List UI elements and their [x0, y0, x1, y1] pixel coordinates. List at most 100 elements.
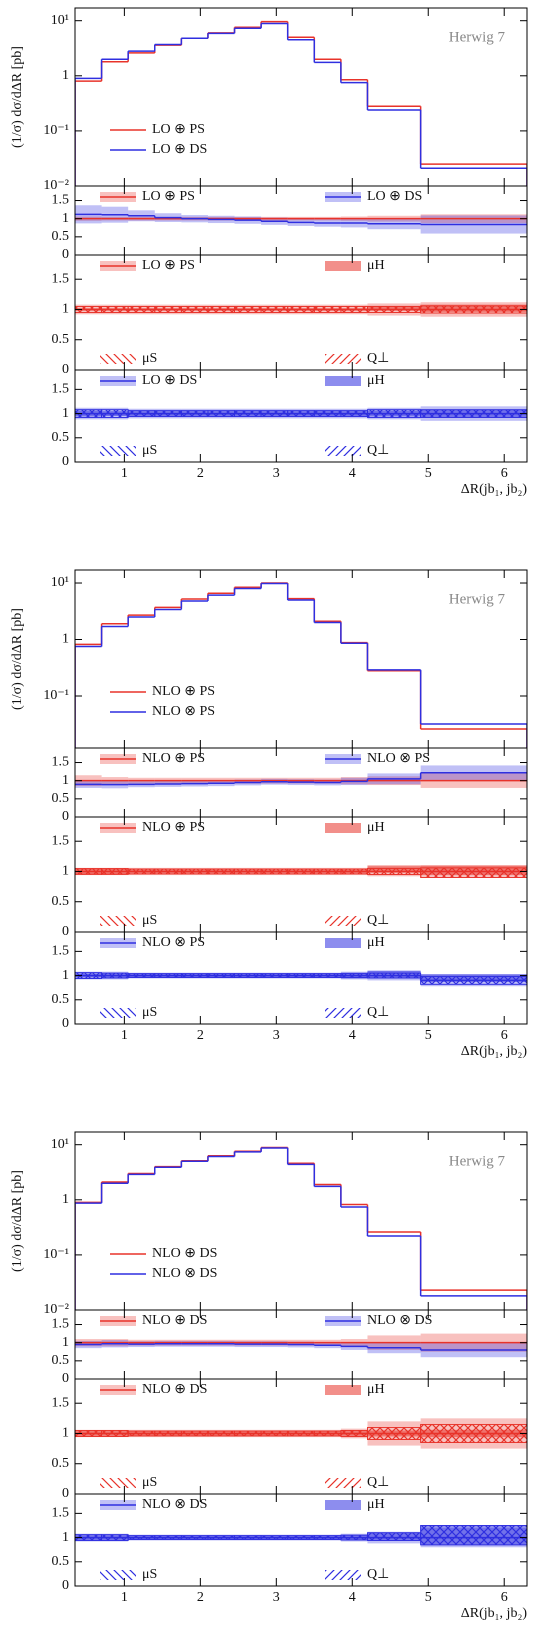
annotation: Herwig 7 — [449, 1153, 506, 1169]
legend-label: μH — [367, 820, 385, 835]
y-tick-label: 1.5 — [52, 1395, 70, 1410]
panel-frame — [74, 1493, 528, 1587]
legend-label: LO ⊕ PS — [142, 258, 195, 273]
y-tick-label: 1 — [62, 773, 69, 788]
legend-label: μS — [142, 1475, 157, 1490]
plot-area — [75, 406, 527, 421]
x-tick-label: 3 — [273, 1028, 280, 1043]
y-tick-label: 1 — [62, 864, 69, 879]
y-tick-label: 1 — [62, 968, 69, 983]
legend-label: μS — [142, 351, 157, 366]
y-tick-label: 1 — [62, 406, 69, 421]
x-tick-label: 6 — [501, 466, 508, 481]
legend-swatch — [325, 1570, 361, 1580]
legend-swatch — [325, 1478, 361, 1488]
legend-swatch — [325, 938, 361, 948]
legend-label: μS — [142, 443, 157, 458]
legend-swatch — [100, 446, 136, 456]
error-band — [420, 867, 527, 878]
legend-label: LO ⊕ DS — [367, 189, 422, 204]
error-band — [367, 1532, 422, 1541]
legend-swatch — [325, 261, 361, 271]
y-tick-label: 1 — [62, 68, 69, 83]
annotation: Herwig 7 — [449, 591, 506, 607]
annotation: Herwig 7 — [449, 29, 506, 45]
x-tick-label: 1 — [121, 1590, 128, 1605]
legend-label: μS — [142, 1567, 157, 1582]
y-tick-label: 0 — [62, 454, 69, 469]
legend-label: μH — [367, 935, 385, 950]
plot-area — [75, 865, 527, 878]
legend-label: μH — [367, 1497, 385, 1512]
y-tick-label: 0.5 — [52, 430, 70, 445]
legend-label: μS — [142, 1005, 157, 1020]
y-tick-label: 1 — [62, 1335, 69, 1350]
plot-area — [75, 970, 527, 987]
plot-area — [75, 765, 527, 789]
x-tick-label: 2 — [197, 1028, 204, 1043]
x-tick-label: 1 — [121, 1028, 128, 1043]
x-tick-label: 3 — [273, 1590, 280, 1605]
legend-label: μH — [367, 258, 385, 273]
y-tick-label: 0.5 — [52, 332, 70, 347]
x-tick-label: 2 — [197, 1590, 204, 1605]
legend-label: LO ⊕ DS — [152, 142, 207, 157]
y-tick-label: 0 — [62, 924, 69, 939]
legend-label: Q⊥ — [367, 1475, 389, 1490]
panel-frame — [74, 931, 528, 1025]
x-axis-label: ΔR(jb₁, jb₂) — [461, 1606, 528, 1621]
legend-label: NLO ⊕ PS — [142, 751, 205, 766]
legend-label: Q⊥ — [367, 913, 389, 928]
plot-area — [75, 1525, 527, 1548]
x-tick-label: 6 — [501, 1028, 508, 1043]
y-tick-label: 1.5 — [52, 271, 70, 286]
legend-label: Q⊥ — [367, 351, 389, 366]
y-tick-label: 0 — [62, 1371, 69, 1386]
legend-swatch — [325, 354, 361, 364]
legend-swatch — [325, 823, 361, 833]
y-tick-label: 1.5 — [52, 382, 70, 397]
legend-label: NLO ⊗ PS — [367, 751, 430, 766]
x-tick-label: 3 — [273, 466, 280, 481]
y-tick-label: 10¹ — [51, 13, 69, 28]
x-tick-label: 5 — [425, 1028, 432, 1043]
x-tick-label: 6 — [501, 1590, 508, 1605]
y-tick-label: 10¹ — [51, 575, 69, 590]
legend-label: Q⊥ — [367, 443, 389, 458]
x-tick-label: 1 — [121, 466, 128, 481]
legend-label: NLO ⊕ DS — [142, 1382, 207, 1397]
y-tick-label: 0.5 — [52, 894, 70, 909]
y-tick-label: 0.5 — [52, 1353, 70, 1368]
y-tick-label: 1.5 — [52, 833, 70, 848]
legend-label: NLO ⊕ DS — [152, 1246, 217, 1261]
x-tick-label: 2 — [197, 466, 204, 481]
legend-label: NLO ⊗ DS — [142, 1497, 207, 1512]
plot-area — [75, 20, 527, 186]
legend-swatch — [325, 1008, 361, 1018]
y-tick-label: 1.5 — [52, 1317, 70, 1332]
plot-area — [75, 205, 527, 234]
y-tick-label: 0.5 — [52, 791, 70, 806]
y-tick-label: 1.5 — [52, 193, 70, 208]
y-tick-label: 1.5 — [52, 944, 70, 959]
y-axis-label: (1/σ) dσ/dΔR [pb] — [10, 608, 25, 710]
y-tick-label: 0.5 — [52, 1456, 70, 1471]
legend-swatch — [325, 916, 361, 926]
y-axis-label: (1/σ) dσ/dΔR [pb] — [10, 46, 25, 148]
y-axis-label: (1/σ) dσ/dΔR [pb] — [10, 1170, 25, 1272]
y-tick-label: 10¹ — [51, 1137, 69, 1152]
y-tick-label: 1 — [62, 1426, 69, 1441]
y-tick-label: 1 — [62, 211, 69, 226]
legend-label: NLO ⊗ DS — [152, 1266, 217, 1281]
legend-swatch — [100, 1008, 136, 1018]
y-tick-label: 10⁻² — [43, 1302, 69, 1317]
y-tick-label: 0 — [62, 1578, 69, 1593]
y-tick-label: 0 — [62, 1016, 69, 1031]
y-tick-label: 1 — [62, 632, 69, 647]
plot-area — [75, 302, 527, 317]
error-band — [420, 1525, 527, 1546]
x-tick-label: 4 — [349, 466, 356, 481]
y-tick-label: 10⁻² — [43, 178, 69, 193]
legend-label: μH — [367, 373, 385, 388]
legend-label: μH — [367, 1382, 385, 1397]
